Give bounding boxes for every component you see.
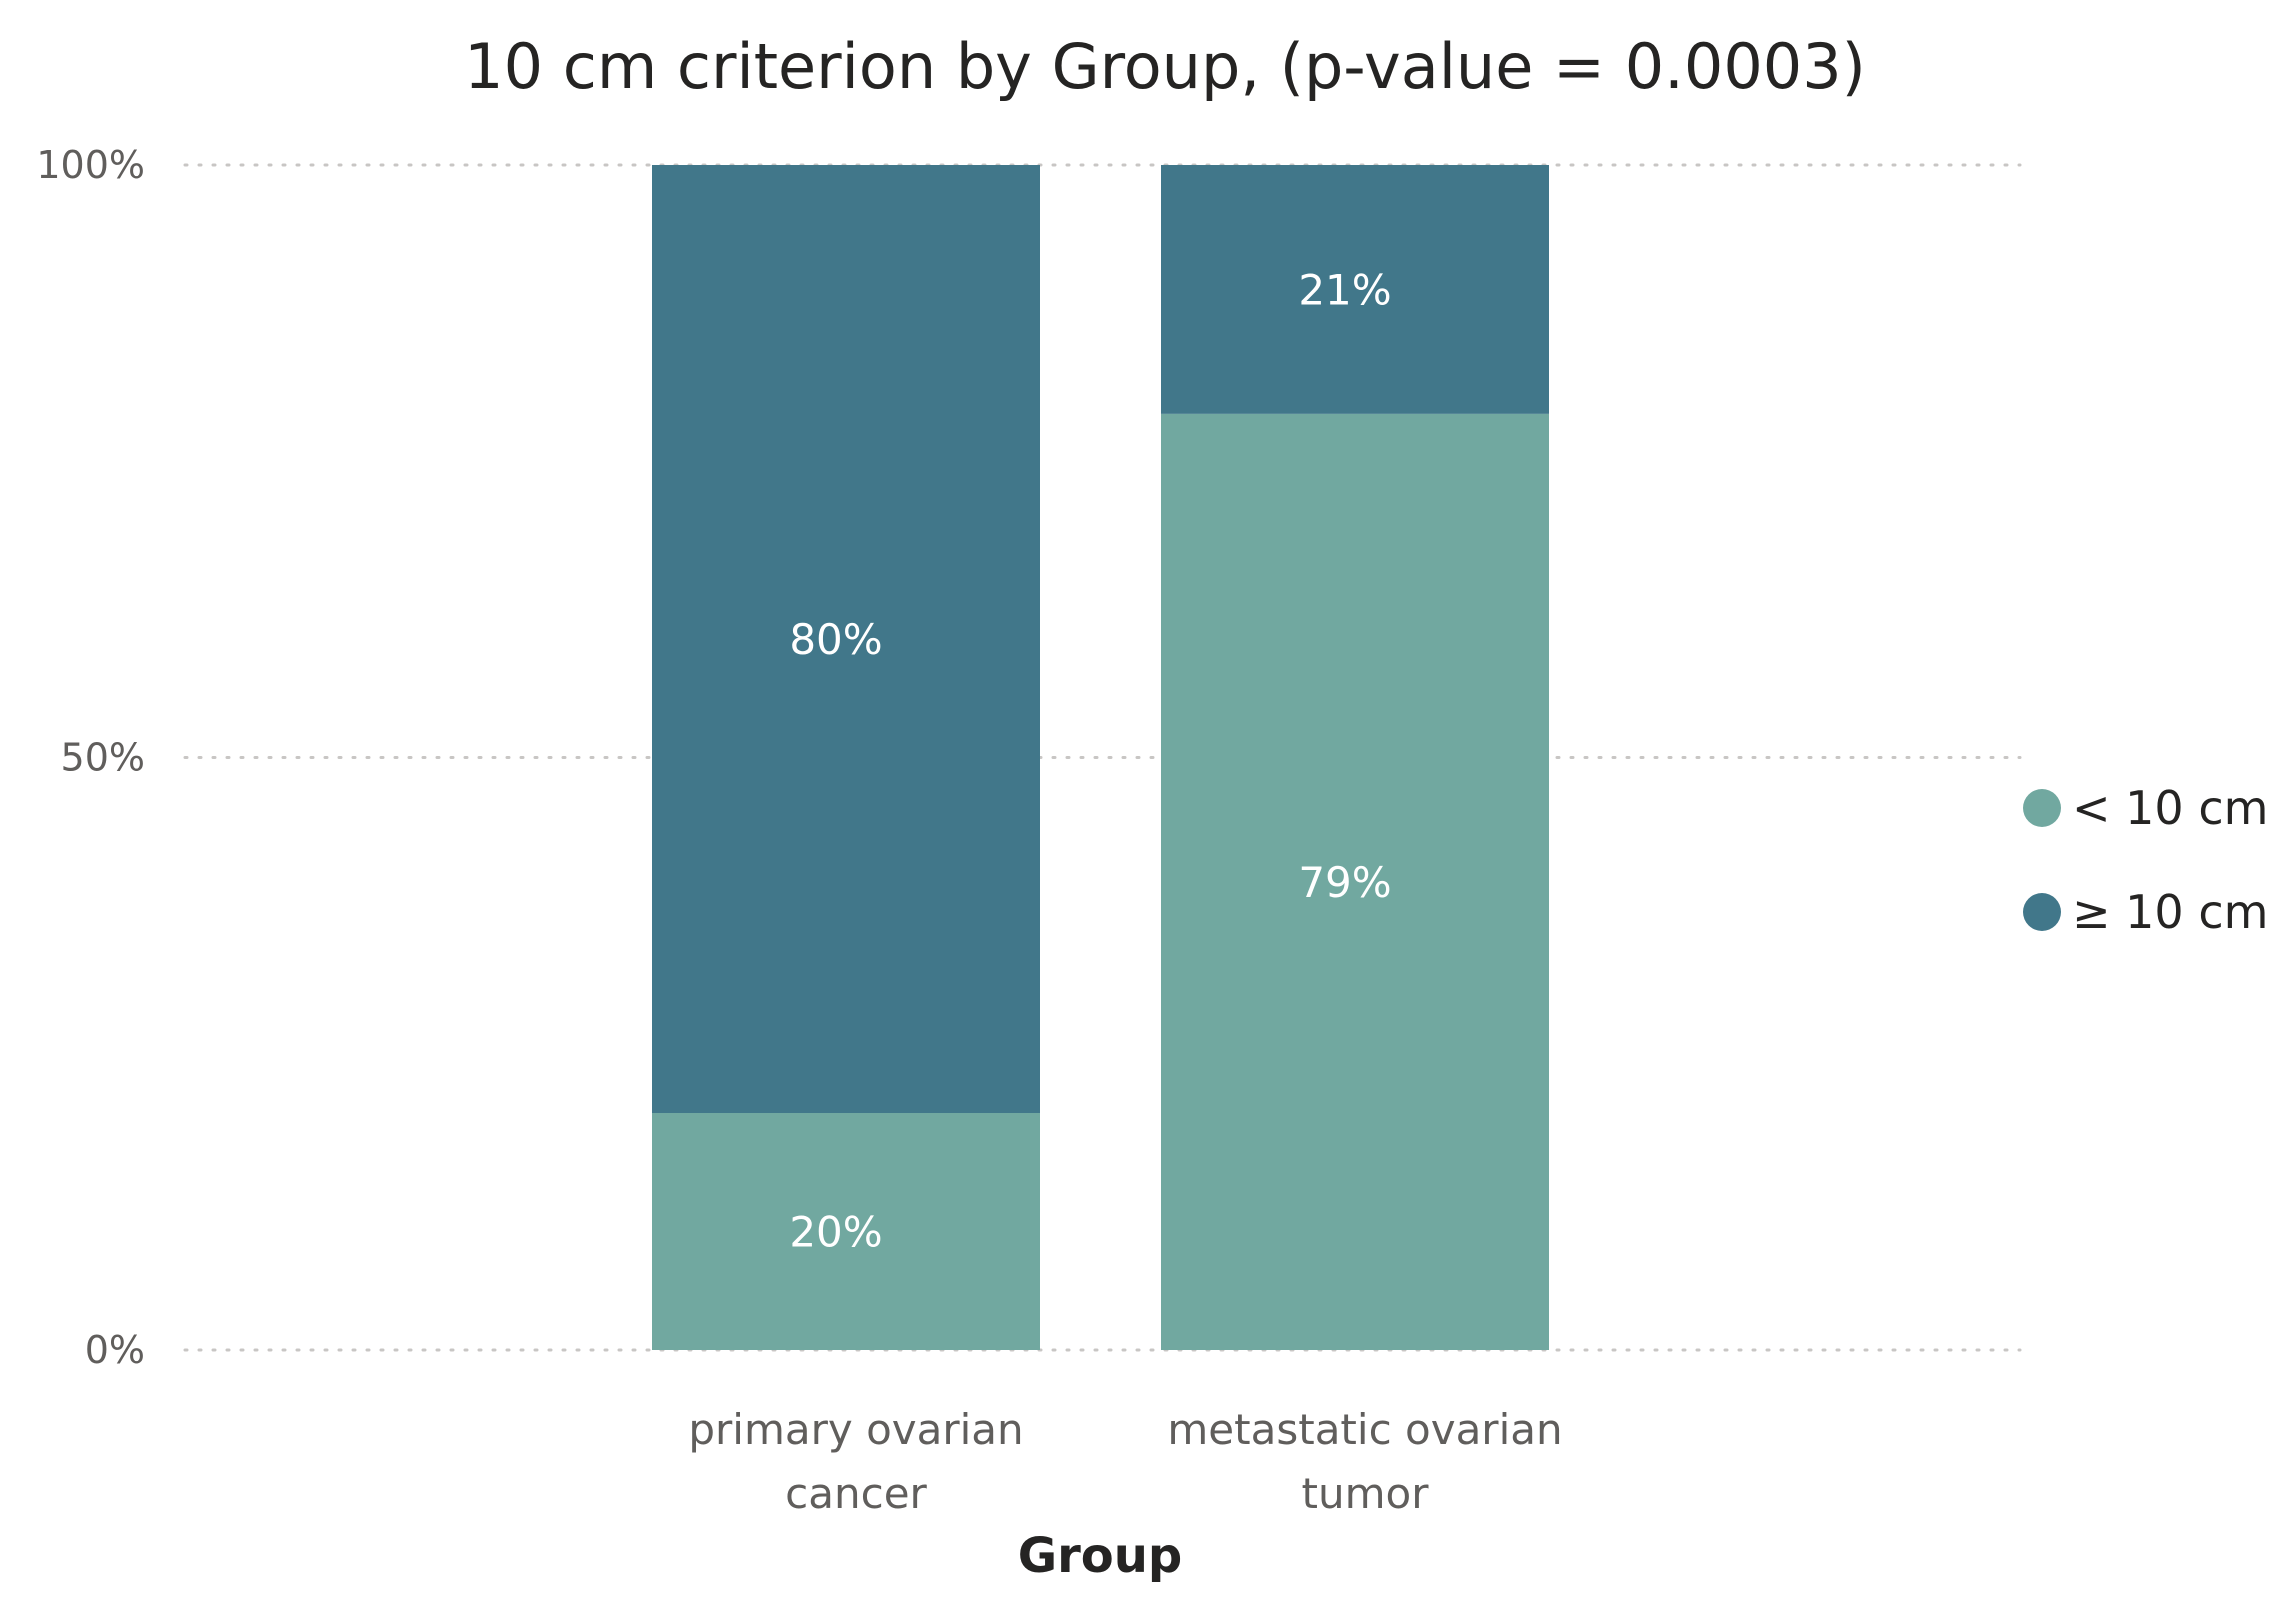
gridlines [183,163,2022,1352]
bar-segment[interactable] [1161,413,1549,1351]
bar-segment[interactable] [652,1113,1040,1350]
y-axis-ticks: 0% 50% 100% [36,143,145,1372]
bar-segment[interactable] [1161,165,1549,414]
x-category-label: metastatic ovarian [1167,1405,1562,1454]
data-label: 21% [1298,265,1391,314]
legend-marker[interactable] [2023,893,2061,931]
legend[interactable]: < 10 cm ≥ 10 cm [2023,781,2268,939]
chart-title: 10 cm criterion by Group, (p-value = 0.0… [464,30,1866,103]
data-label: 20% [789,1208,882,1257]
data-label: 80% [789,615,882,664]
legend-marker[interactable] [2023,789,2061,827]
bar-segment[interactable] [652,165,1040,1113]
data-label: 79% [1298,858,1391,907]
legend-label[interactable]: < 10 cm [2072,781,2268,835]
x-category-label: cancer [785,1469,927,1518]
x-axis-title: Group [1018,1528,1183,1584]
y-tick-label: 0% [85,1328,145,1372]
x-category-label: primary ovarian [688,1405,1023,1454]
bars [652,165,1549,1351]
x-category-label: tumor [1302,1469,1430,1518]
legend-label[interactable]: ≥ 10 cm [2072,885,2268,939]
y-tick-label: 100% [36,143,145,187]
y-tick-label: 50% [61,736,145,780]
data-labels: 20% 80% 79% 21% [789,265,1391,1256]
x-axis-categories: primary ovarian cancer metastatic ovarian t… [688,1405,1562,1518]
